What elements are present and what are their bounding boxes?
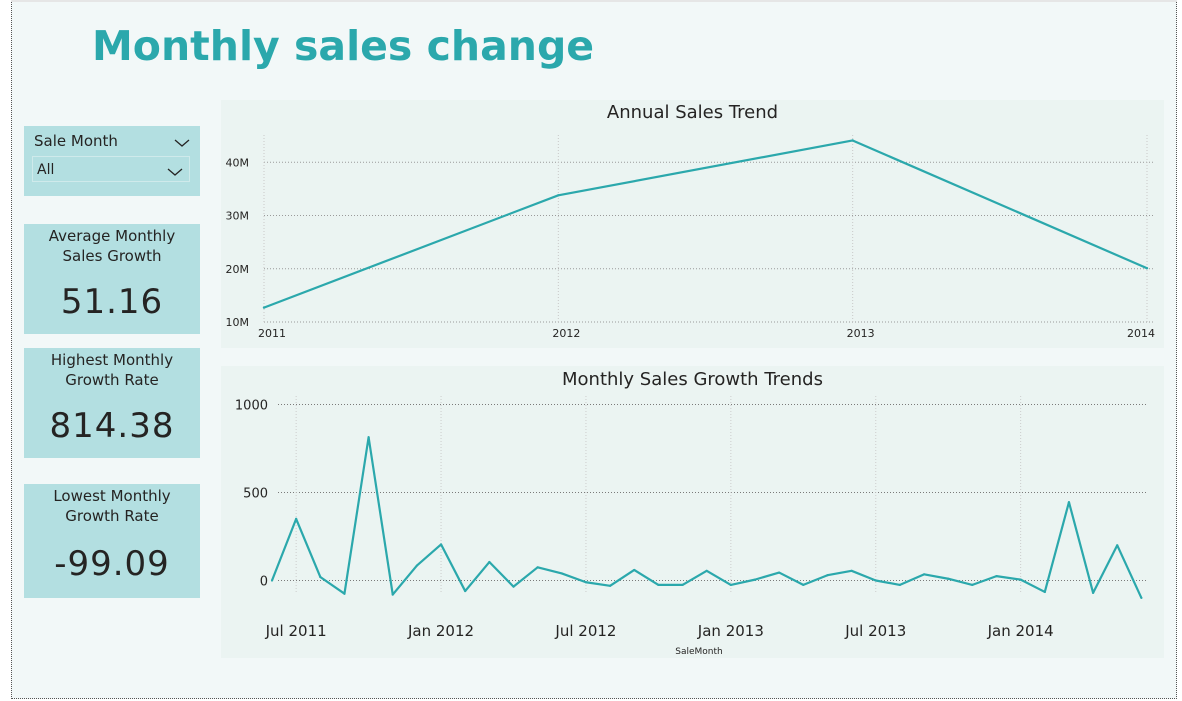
annual-sales-chart: Annual Sales Trend 10M 20M 30M 40M 2011 2012 2…	[221, 100, 1164, 348]
data-point	[415, 564, 418, 567]
card-lowest-growth: Lowest Monthly Growth Rate -99.09	[24, 484, 200, 598]
data-point	[295, 517, 298, 520]
data-point	[536, 566, 539, 569]
data-point	[851, 139, 854, 142]
data-point	[898, 583, 902, 586]
data-point	[367, 436, 370, 439]
data-point	[778, 571, 781, 574]
x-tick-label: Jan 2014	[987, 622, 1054, 640]
data-point	[512, 585, 515, 588]
card-label: Lowest Monthly Growth Rate	[53, 487, 171, 525]
page-title: Monthly sales change	[92, 22, 595, 70]
data-point	[753, 578, 757, 581]
x-tick-label: 2012	[552, 327, 580, 340]
data-point	[802, 583, 805, 586]
data-point	[560, 572, 563, 575]
data-point	[705, 569, 708, 572]
series-line	[263, 139, 1148, 309]
data-point	[1043, 590, 1046, 594]
slicer-dropdown[interactable]: All	[32, 156, 190, 182]
x-tick-label: 2014	[1127, 327, 1155, 340]
x-tick-label: Jan 2012	[407, 622, 474, 640]
data-point	[657, 583, 660, 586]
data-point	[1019, 578, 1022, 581]
y-tick-label: 0	[260, 575, 268, 590]
card-value: -99.09	[54, 544, 170, 584]
monthly-growth-chart: Monthly Sales Growth Trends 0 500 1000 Jul …	[221, 366, 1164, 658]
card-value: 51.16	[60, 282, 164, 322]
data-point	[826, 574, 829, 577]
chart-title: Annual Sales Trend	[606, 102, 779, 123]
y-tick-label: 40M	[226, 156, 250, 169]
chart-title: Monthly Sales Growth Trends	[562, 369, 823, 390]
y-tick-label: 500	[243, 487, 268, 502]
x-tick-label: 2013	[847, 327, 875, 340]
card-label: Highest Monthly Growth Rate	[50, 351, 174, 389]
x-tick-label: Jul 2012	[554, 622, 616, 640]
data-point	[681, 583, 684, 586]
series-line	[270, 436, 1143, 599]
x-tick-label: 2011	[258, 327, 286, 340]
x-tick-label: Jul 2013	[844, 622, 906, 640]
x-axis-title: SaleMonth	[675, 647, 722, 657]
data-point	[319, 575, 322, 579]
y-tick-label: 20M	[226, 263, 250, 276]
chevron-down-icon[interactable]	[167, 162, 183, 181]
data-point	[633, 568, 636, 572]
data-point	[584, 581, 588, 584]
y-tick-label: 10M	[226, 316, 250, 329]
data-point	[343, 592, 346, 595]
data-point	[609, 584, 612, 587]
data-point	[439, 543, 443, 546]
data-point	[874, 579, 877, 582]
y-tick-label: 30M	[226, 210, 250, 223]
data-point	[850, 569, 853, 572]
y-tick-label: 1000	[235, 399, 268, 414]
data-point	[1140, 596, 1143, 600]
x-tick-label: Jan 2013	[697, 622, 764, 640]
chevron-down-icon[interactable]	[174, 133, 190, 152]
monthly-growth-plot: 0 500 1000 Jul 2011 Jan 2012 Jul 2012 Jan 2013…	[235, 396, 1146, 657]
slicer-label: Sale Month	[34, 132, 118, 150]
card-average-growth: Average Monthly Sales Growth 51.16	[24, 224, 200, 334]
data-point	[947, 577, 950, 580]
card-highest-growth: Highest Monthly Growth Rate 814.38	[24, 348, 200, 458]
card-value: 814.38	[49, 406, 175, 446]
data-point	[1116, 544, 1119, 547]
data-point	[922, 573, 926, 576]
data-point	[557, 194, 560, 197]
x-tick-label: Jul 2011	[265, 622, 327, 640]
data-point	[971, 583, 974, 586]
data-point	[1145, 267, 1149, 270]
data-point	[270, 579, 274, 582]
card-label: Average Monthly Sales Growth	[48, 227, 176, 265]
data-point	[464, 589, 467, 593]
data-point	[391, 593, 394, 596]
sale-month-slicer: Sale Month All	[24, 126, 200, 196]
data-point	[729, 583, 732, 586]
data-point	[995, 575, 998, 578]
data-point	[1092, 591, 1095, 594]
annual-sales-plot: 10M 20M 30M 40M 2011 2012 2013 2014	[226, 135, 1155, 340]
slicer-selected-value: All	[37, 162, 55, 178]
data-point	[488, 560, 491, 564]
report-canvas: Monthly sales change Sale Month All Aver…	[11, 2, 1177, 699]
data-point	[262, 306, 266, 309]
data-point	[1067, 501, 1071, 504]
